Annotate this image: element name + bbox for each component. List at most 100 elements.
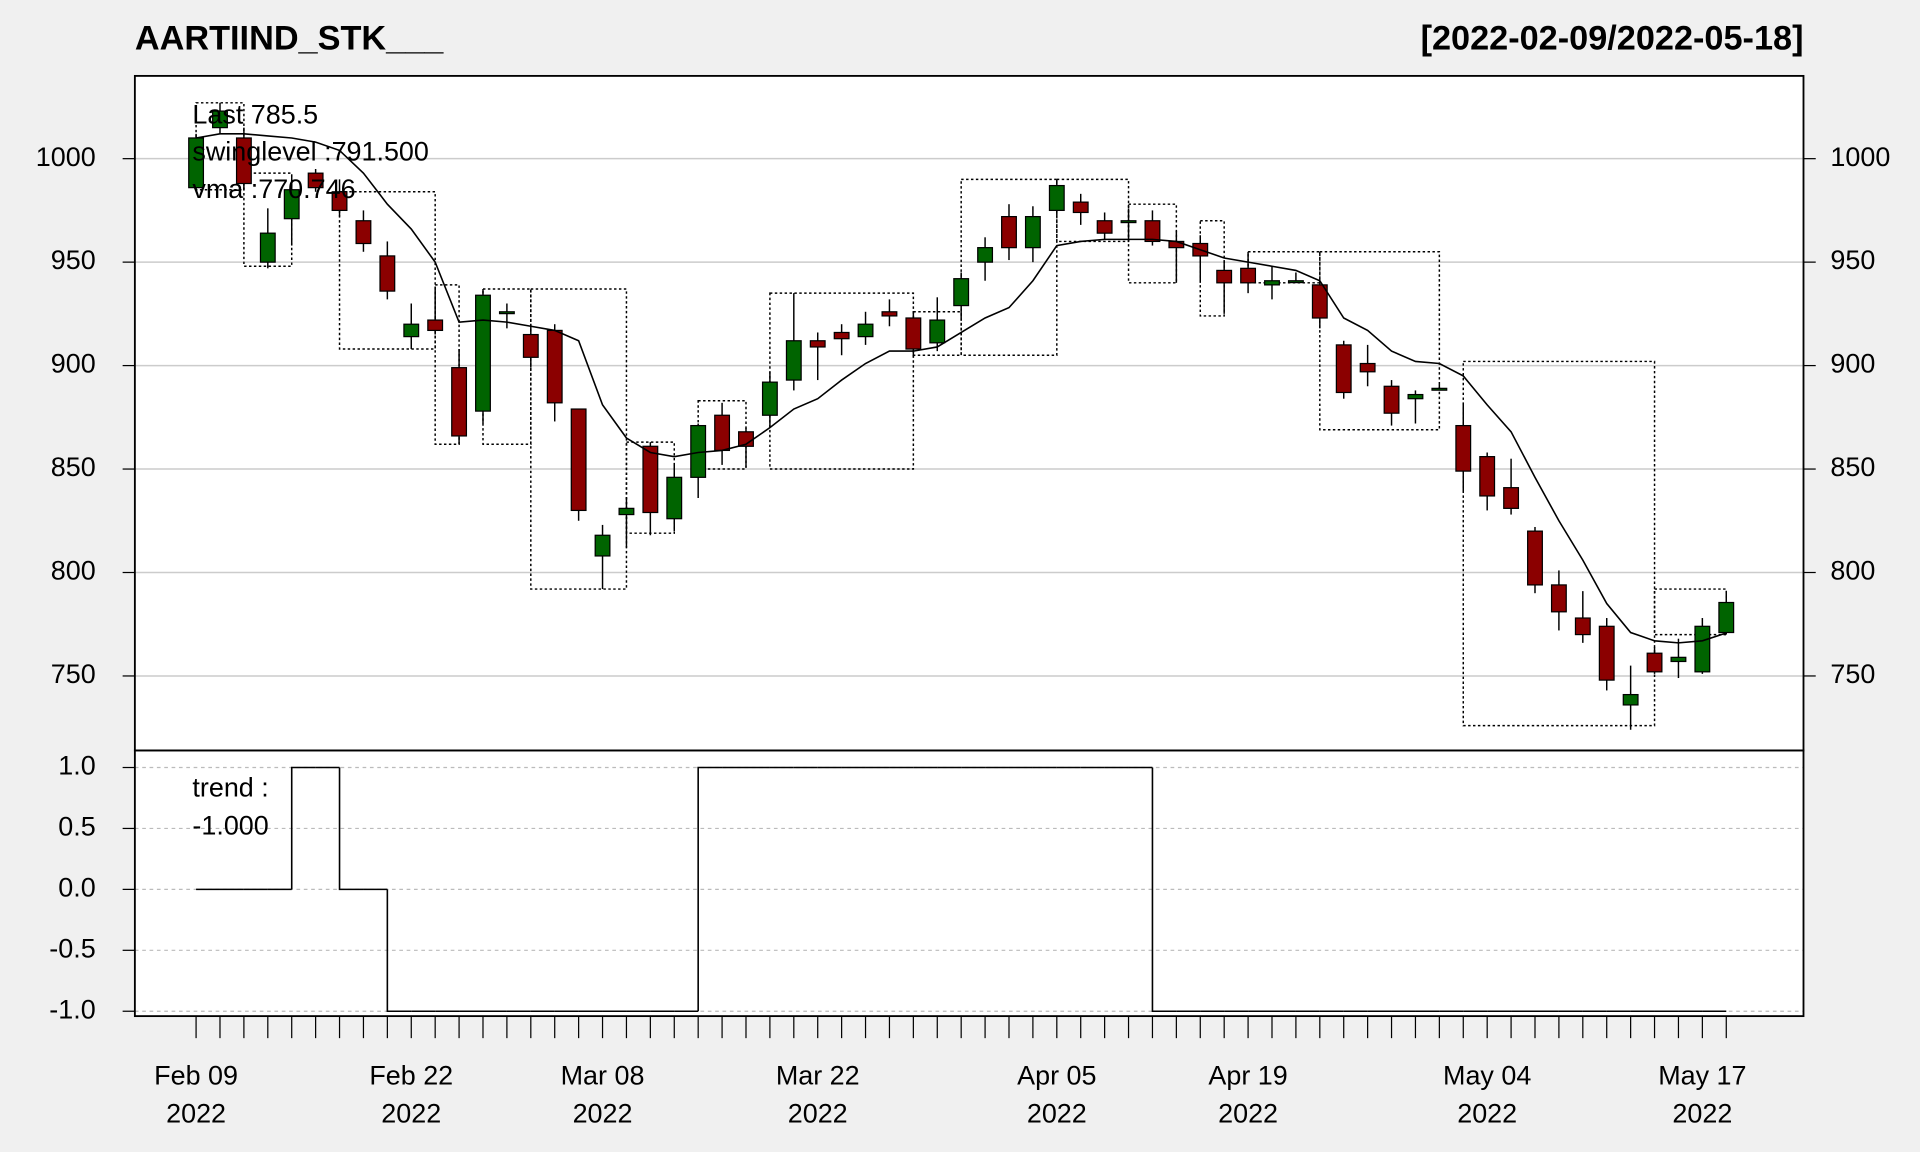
candle-body	[1718, 601, 1735, 634]
date-range: [2022-02-09/2022-05-18]	[1421, 19, 1804, 57]
candle-body	[809, 340, 826, 348]
candle-body	[1431, 387, 1448, 391]
chart-title: AARTIIND_STK___	[135, 19, 444, 57]
swing-box	[338, 191, 436, 350]
candle-body	[498, 311, 515, 315]
annotation: -1.000	[192, 811, 268, 841]
y-tick-label: 0.0	[58, 872, 95, 902]
candle-body	[1598, 625, 1615, 681]
x-tick-label: 2022	[1672, 1098, 1732, 1128]
x-tick-label: May 17	[1658, 1060, 1746, 1090]
x-tick-label: Mar 08	[561, 1060, 645, 1090]
candle-body	[881, 311, 898, 317]
candle-body	[929, 319, 946, 344]
swing-box	[1319, 251, 1441, 431]
candle-body	[427, 319, 444, 332]
candle-body	[1383, 385, 1400, 414]
x-tick-label: 2022	[1457, 1098, 1517, 1128]
candle-body	[1264, 280, 1280, 286]
y-tick-label: 800	[51, 556, 96, 586]
candle-body	[331, 191, 348, 212]
trend-step	[697, 766, 723, 1012]
y-tick-label: 750	[51, 659, 96, 689]
candle-body	[594, 534, 611, 557]
y-tick-label: 1.0	[58, 751, 95, 781]
candle-body	[1072, 201, 1089, 214]
swing-box	[530, 288, 628, 590]
x-tick-label: 2022	[788, 1098, 848, 1128]
candle-body	[475, 294, 491, 412]
candle-body	[1503, 487, 1520, 509]
y-tick-label: 800	[1830, 556, 1875, 586]
trend-step	[1151, 767, 1177, 1013]
x-tick-label: Feb 22	[369, 1060, 453, 1090]
candle-body	[1527, 530, 1543, 586]
y-tick-label: 1000	[36, 142, 96, 172]
y-tick-label: -0.5	[49, 933, 95, 963]
y-tick-label: 950	[1830, 245, 1875, 275]
trend-step	[386, 889, 412, 1013]
candle-body	[953, 278, 970, 307]
candle-body	[857, 323, 874, 338]
vma-line	[195, 133, 1727, 644]
y-tick-label: 850	[51, 452, 96, 482]
candle-body	[1240, 267, 1257, 284]
candle-body	[785, 340, 802, 381]
candle-body	[355, 220, 372, 245]
y-tick-label: 750	[1830, 659, 1875, 689]
candle-body	[1001, 215, 1017, 249]
x-tick-label: 2022	[573, 1098, 633, 1128]
price-panel	[134, 75, 1804, 751]
swing-box	[1462, 360, 1656, 727]
candle-body	[618, 507, 635, 516]
trend-step	[338, 767, 364, 891]
candle-body	[1144, 220, 1161, 243]
candle-body	[1335, 344, 1352, 394]
candle-body	[212, 110, 228, 129]
candle-body	[1311, 284, 1328, 319]
y-tick-label: 900	[1830, 349, 1875, 379]
plot-layer	[134, 102, 1804, 1013]
candle-body	[1550, 584, 1567, 613]
candle-body	[1024, 215, 1041, 249]
candle-body	[307, 172, 324, 189]
candle-body	[546, 329, 563, 404]
annotation: vma :770.746	[192, 174, 355, 204]
candle-body	[1670, 656, 1687, 663]
candle-body	[905, 317, 922, 350]
candle-body	[235, 137, 252, 185]
x-tick-label: 2022	[1218, 1098, 1278, 1128]
y-tick-label: 900	[51, 349, 96, 379]
candle-body	[1048, 184, 1065, 212]
x-tick-label: May 04	[1443, 1060, 1531, 1090]
candle-body	[642, 445, 659, 514]
x-tick-label: Mar 22	[776, 1060, 860, 1090]
candle-body	[1407, 393, 1424, 400]
candle-body	[259, 232, 276, 263]
candle-body	[1168, 240, 1185, 249]
y-tick-label: 950	[51, 245, 96, 275]
candle-body	[1120, 220, 1137, 224]
x-tick-label: 2022	[166, 1098, 226, 1128]
swing-box	[1247, 251, 1321, 284]
swing-box	[1199, 220, 1225, 317]
annotation: Last 785.5	[192, 99, 318, 129]
trend-panel	[134, 750, 1804, 1017]
candle-body	[1622, 693, 1639, 706]
candle-body	[1359, 362, 1376, 373]
y-tick-label: -1.0	[49, 994, 95, 1024]
y-tick-label: 1000	[1830, 142, 1890, 172]
candle-body	[1096, 220, 1113, 234]
candle-body	[1694, 625, 1711, 673]
candle-body	[977, 247, 994, 263]
x-tick-label: 2022	[381, 1098, 441, 1128]
candle-body	[761, 381, 778, 416]
candle-body	[1479, 456, 1496, 497]
candle-body	[451, 367, 468, 437]
candle-body	[570, 408, 587, 512]
x-tick-label: 2022	[1027, 1098, 1087, 1128]
candle-body	[379, 255, 396, 292]
candle-body	[403, 323, 420, 338]
